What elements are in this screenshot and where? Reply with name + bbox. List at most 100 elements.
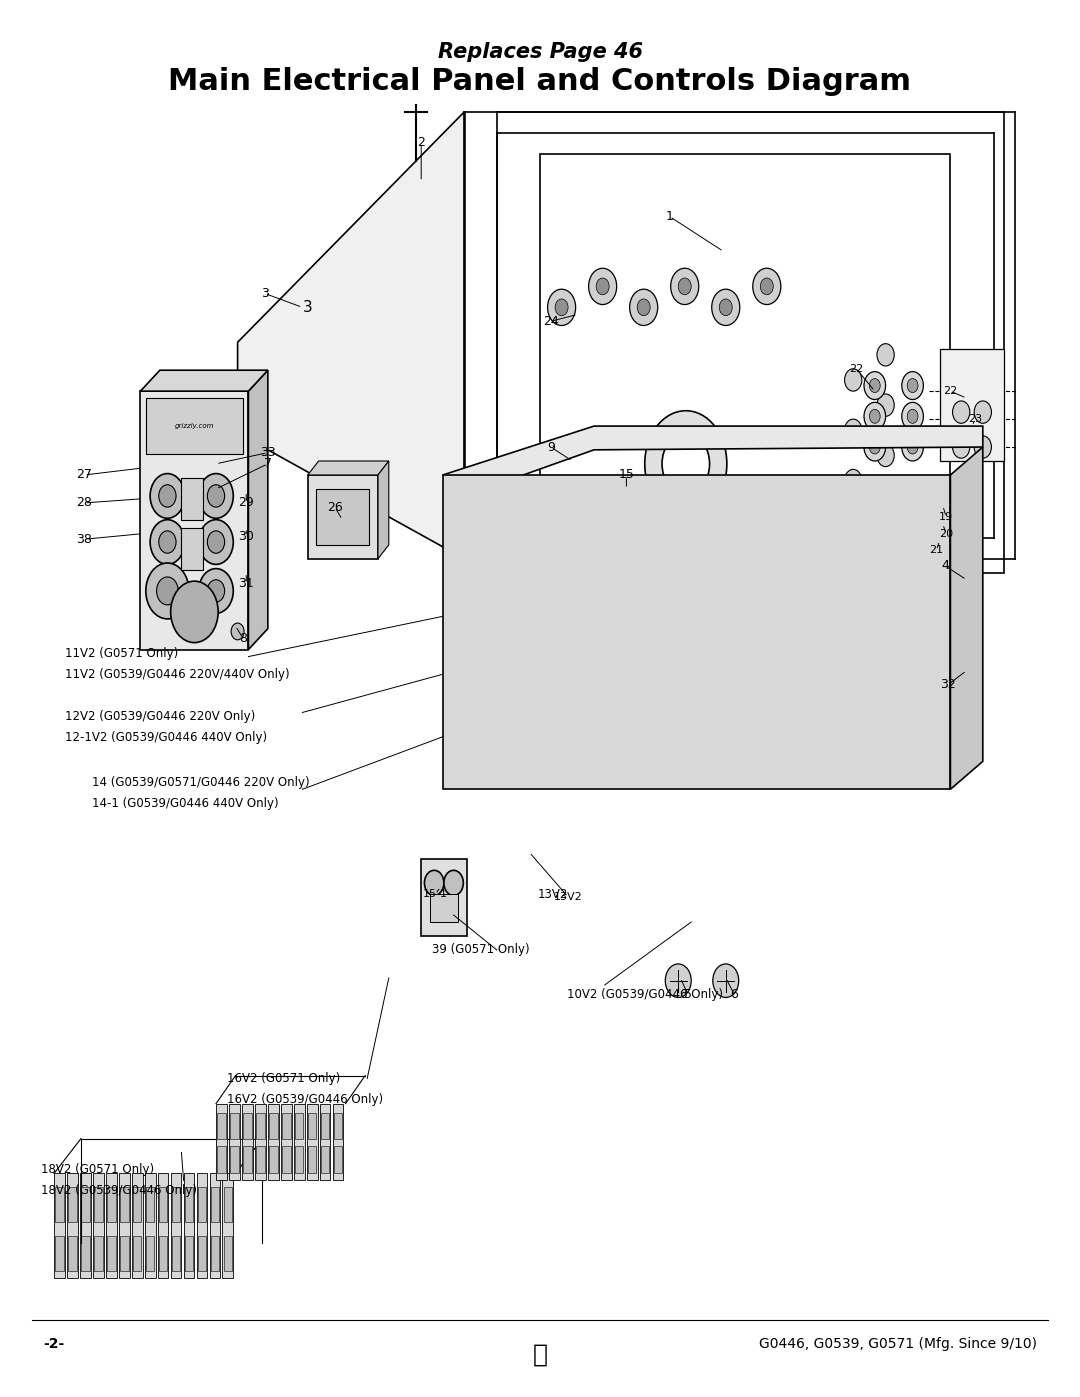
Text: 24: 24 [543, 314, 558, 328]
Circle shape [150, 474, 185, 518]
Bar [256, 1146, 265, 1173]
Circle shape [974, 401, 991, 423]
Text: 4: 4 [941, 559, 949, 573]
Circle shape [231, 623, 244, 640]
Bar [107, 1187, 116, 1222]
Bar [295, 1146, 303, 1173]
Bar [540, 154, 950, 510]
Circle shape [207, 485, 225, 507]
Bar [640, 569, 664, 622]
Bar [882, 636, 906, 685]
Bar [550, 569, 573, 622]
Circle shape [171, 581, 218, 643]
Bar [146, 1236, 154, 1271]
Bar [216, 1104, 227, 1180]
Polygon shape [378, 461, 389, 559]
Text: 11V2 (G0539/G0446 220V/440V Only): 11V2 (G0539/G0446 220V/440V Only) [65, 668, 289, 682]
Bar [243, 1113, 252, 1139]
Polygon shape [140, 370, 268, 391]
Polygon shape [443, 475, 950, 789]
Bar [120, 1236, 129, 1271]
Text: 29: 29 [239, 496, 254, 510]
Bar [882, 569, 906, 622]
Circle shape [953, 436, 970, 458]
Bar [852, 636, 876, 685]
Text: 15: 15 [619, 468, 634, 482]
Bar [430, 894, 458, 922]
Bar [497, 112, 1004, 573]
Bar [308, 475, 378, 559]
Bar [852, 569, 876, 622]
Bar [94, 1236, 103, 1271]
Bar [119, 1173, 130, 1278]
Circle shape [753, 268, 781, 305]
Bar [255, 1104, 266, 1180]
Text: 26: 26 [327, 500, 342, 514]
Bar [158, 1173, 168, 1278]
Bar [67, 1173, 78, 1278]
Text: 19: 19 [939, 511, 954, 522]
Text: 10V2 (G0539/G0446 Only): 10V2 (G0539/G0446 Only) [567, 988, 723, 1002]
Bar [140, 391, 248, 650]
Circle shape [845, 419, 862, 441]
Text: 18V2 (G0571 Only): 18V2 (G0571 Only) [41, 1162, 154, 1176]
Circle shape [146, 563, 189, 619]
Circle shape [845, 469, 862, 492]
Bar [159, 1236, 167, 1271]
Polygon shape [238, 112, 464, 559]
Bar [731, 636, 755, 685]
Bar [217, 1146, 226, 1173]
Circle shape [662, 433, 710, 495]
Bar [269, 1113, 278, 1139]
Text: 22: 22 [943, 386, 958, 397]
Bar [308, 1146, 316, 1173]
Bar [321, 1113, 329, 1139]
Bar [610, 569, 634, 622]
Bar [68, 1236, 77, 1271]
Text: Main Electrical Panel and Controls Diagram: Main Electrical Panel and Controls Diagr… [168, 67, 912, 95]
Bar [334, 1113, 342, 1139]
Text: 14 (G0539/G0571/G0446 220V Only): 14 (G0539/G0571/G0446 220V Only) [92, 775, 310, 789]
Bar [792, 569, 815, 622]
Bar [106, 1173, 117, 1278]
Bar [580, 569, 604, 622]
Bar [580, 636, 604, 685]
Text: grizzly.com: grizzly.com [175, 423, 214, 429]
Bar [172, 1236, 180, 1271]
Bar [224, 1236, 232, 1271]
Circle shape [907, 409, 918, 423]
Text: 15-1: 15-1 [422, 888, 448, 900]
Circle shape [869, 409, 880, 423]
Circle shape [864, 402, 886, 430]
Bar [172, 1187, 180, 1222]
Bar [268, 1104, 279, 1180]
Bar [145, 1173, 156, 1278]
Circle shape [902, 433, 923, 461]
Circle shape [877, 394, 894, 416]
Circle shape [157, 577, 178, 605]
Bar [81, 1236, 90, 1271]
Bar [230, 1113, 239, 1139]
Text: -2-: -2- [43, 1337, 65, 1351]
Bar [281, 1104, 292, 1180]
Bar [55, 1187, 64, 1222]
Bar [55, 1236, 64, 1271]
Circle shape [596, 278, 609, 295]
Text: 22: 22 [849, 363, 864, 374]
Text: 18V2 (G0539/G0446 Only): 18V2 (G0539/G0446 Only) [41, 1183, 197, 1197]
Bar [583, 694, 632, 761]
Bar [68, 1187, 77, 1222]
Circle shape [548, 289, 576, 326]
Circle shape [199, 520, 233, 564]
Bar [185, 1236, 193, 1271]
Bar [217, 1113, 226, 1139]
Text: 38: 38 [77, 532, 92, 546]
Circle shape [864, 372, 886, 400]
Bar [197, 1173, 207, 1278]
Circle shape [719, 299, 732, 316]
Circle shape [671, 268, 699, 305]
Bar [822, 569, 846, 622]
Circle shape [760, 278, 773, 295]
Text: G0446, G0539, G0571 (Mfg. Since 9/10): G0446, G0539, G0571 (Mfg. Since 9/10) [759, 1337, 1037, 1351]
Bar [792, 636, 815, 685]
